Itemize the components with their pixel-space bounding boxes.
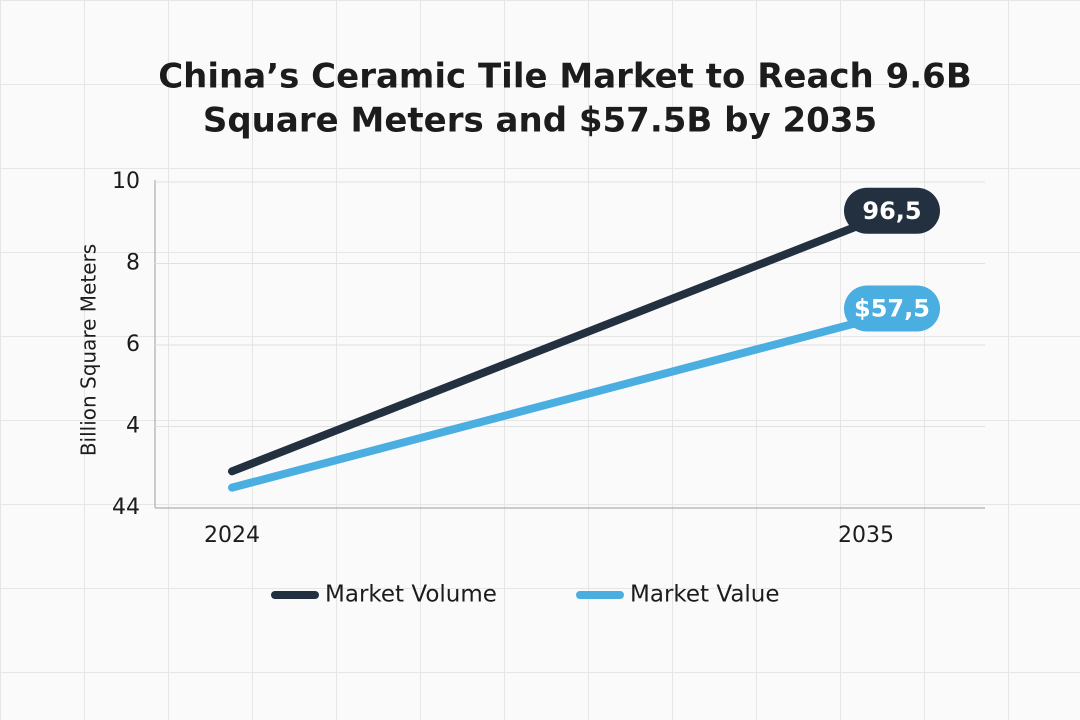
annotation-badge — [844, 187, 940, 234]
series-line — [228, 218, 870, 476]
chart-title: Square Meters and $57.5B by 2035 — [203, 101, 877, 141]
legend-label: Market Value — [630, 582, 780, 608]
y-axis-label: Billion Square Meters — [77, 244, 101, 456]
y-tick-label: 10 — [112, 169, 140, 194]
y-tick-label: 8 — [126, 251, 140, 276]
y-tick-label: 6 — [126, 332, 140, 357]
x-tick-label: 2035 — [838, 523, 894, 548]
annotation: 96,5 — [862, 197, 921, 225]
legend-label: Market Volume — [325, 582, 497, 608]
x-tick-label: 2024 — [204, 523, 260, 548]
annotation: $57,5 — [854, 295, 930, 323]
series-line — [228, 316, 870, 492]
chart-title: China’s Ceramic Tile Market to Reach 9.6… — [158, 57, 972, 97]
annotation-badge — [844, 285, 940, 332]
y-tick-label: 44 — [112, 495, 140, 520]
y-tick-label: 4 — [126, 414, 140, 439]
